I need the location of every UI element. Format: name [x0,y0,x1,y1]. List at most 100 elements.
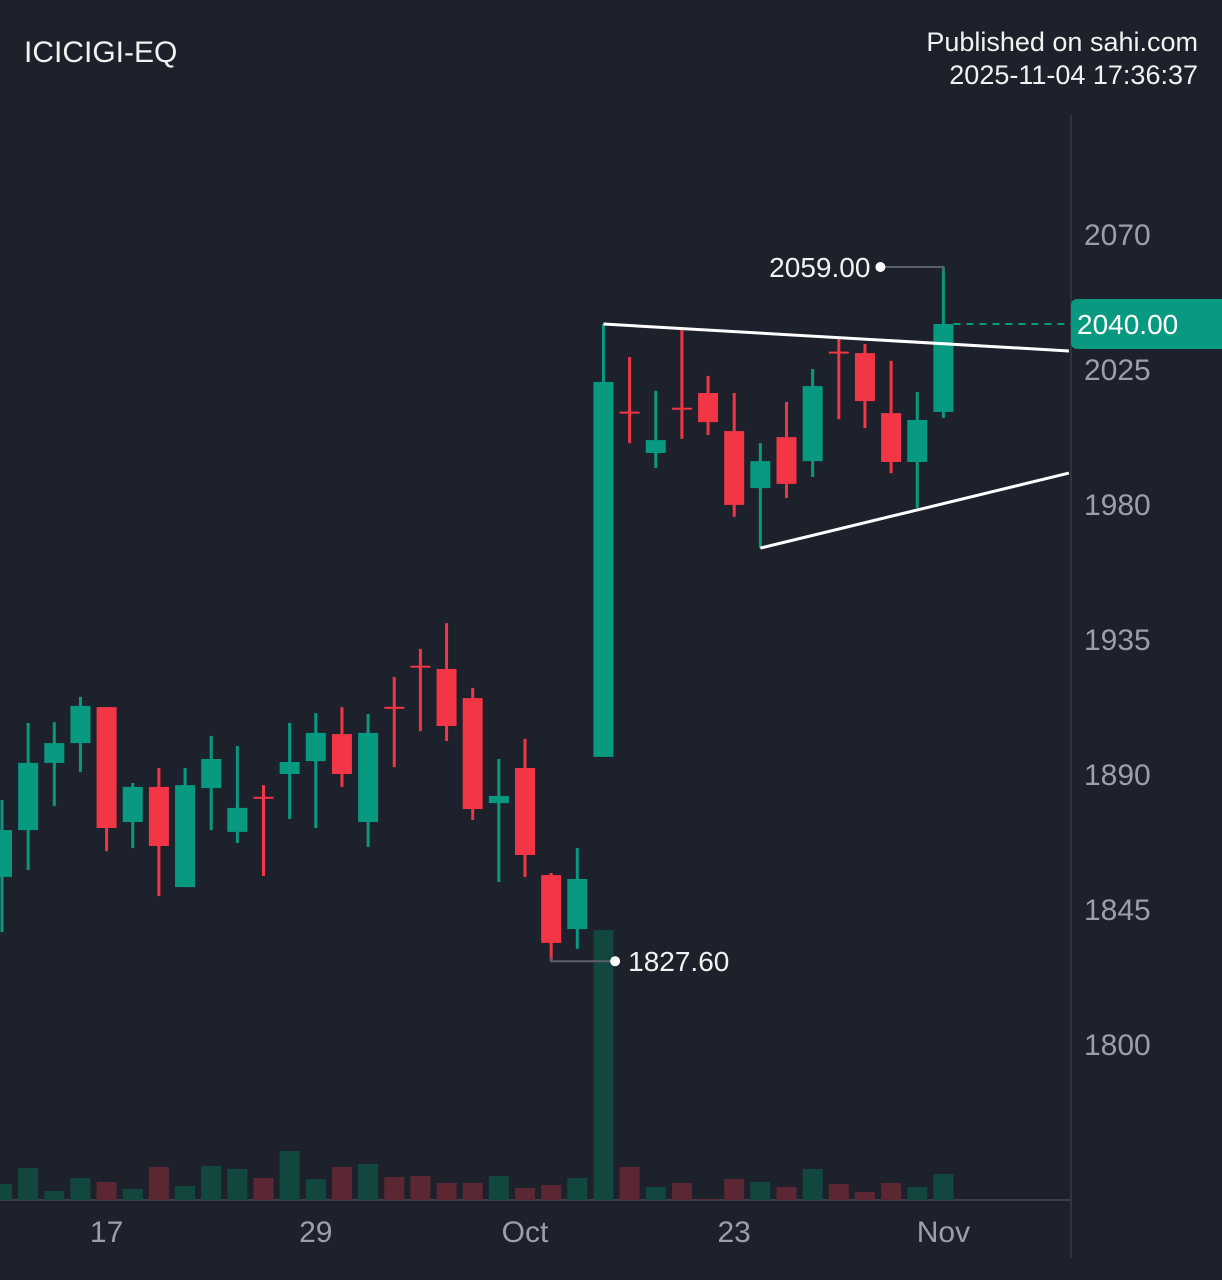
candle-body-down [881,413,902,462]
candle-body-up [802,386,823,462]
volume-bars [0,930,954,1200]
candle-body-up [0,830,12,877]
candle-body-down [698,393,719,423]
volume-bar [148,1167,169,1200]
candle-body-down [776,437,797,484]
candle-body-up [750,461,771,489]
candle-body-up [175,785,196,888]
volume-bar [227,1169,248,1200]
candle-body-up [122,786,143,822]
volume-bar [488,1176,509,1200]
volume-bar [175,1186,196,1200]
low-marker-dot [610,956,621,967]
volume-bar [253,1178,274,1200]
candle-body-down [410,665,431,668]
volume-bar [331,1167,352,1200]
candle-body-down [671,407,692,410]
volume-bar [645,1187,666,1200]
trendline [603,322,1070,353]
low-marker-line [550,957,616,963]
volume-bar [384,1177,405,1200]
volume-bar [933,1174,954,1200]
time-tick-label: Nov [917,1216,970,1249]
candle-body-down [515,768,535,855]
volume-bar [619,1167,640,1200]
volume-bar [776,1187,797,1200]
volume-bar [0,1184,12,1200]
volume-bar [279,1151,300,1200]
volume-bar [410,1176,431,1200]
candle-body-down [331,734,352,774]
volume-bar [828,1184,849,1200]
candle-body-up [358,732,379,822]
last-price-tag: 2040.00 [953,299,1222,349]
volume-bar [358,1164,379,1200]
candle-body-down [96,707,117,828]
price-tick-label: 2070 [1084,219,1151,252]
volume-bar [201,1166,222,1200]
candle-body-up [933,324,954,412]
volume-bar [462,1183,483,1200]
time-tick-label: 23 [718,1216,751,1249]
volume-bar [305,1179,326,1200]
volume-bar [854,1192,875,1200]
high-marker-line [880,266,945,273]
candle-body-down [148,786,169,846]
candle-body-up [593,381,614,757]
candle-body-down [828,351,849,354]
volume-bar [593,930,614,1200]
volume-bar [44,1191,65,1200]
volume-bar [96,1182,117,1200]
candle-body-down [462,698,483,810]
price-tick-label: 1935 [1084,624,1151,657]
last-price-label: 2040.00 [1077,309,1178,340]
price-axis: 2070 2025 1980 1935 1890 1845 1800 [1084,219,1151,1062]
volume-bar [881,1183,902,1200]
candle-body-up [907,420,928,462]
published-source: Published on sahi.com [926,27,1198,57]
time-tick-label: Oct [502,1216,549,1249]
low-label: 1827.60 [628,946,729,977]
last-price-box [1071,299,1222,349]
candle-body-up [201,759,222,789]
candle-body-up [279,762,300,774]
price-tick-label: 1800 [1084,1029,1151,1062]
candle-body-down [619,411,640,414]
candle-body-up [488,795,509,804]
candle-body-down [541,875,562,943]
candle-body-up [227,807,248,832]
volume-bar [724,1179,745,1200]
time-tick-label: 29 [299,1216,332,1249]
price-tick-label: 1980 [1084,489,1151,522]
candle-body-up [70,705,91,744]
time-tick-label: 17 [90,1216,123,1249]
high-marker-dot [875,262,886,272]
publish-info: Published on sahi.com 2025-11-04 17:36:3… [926,26,1198,92]
candle-body-up [567,879,588,930]
volume-bar [70,1178,91,1200]
volume-bar [515,1188,535,1200]
symbol-title: ICICIGI-EQ [24,36,178,69]
volume-bar [436,1183,457,1200]
volume-bar [567,1178,588,1200]
candle-body-down [724,431,745,505]
candle-body-down [384,706,405,709]
annotations: 2059.00 1827.60 [550,252,945,977]
time-axis: 17 29 Oct 23 Nov [90,1216,970,1249]
volume-bar [671,1183,692,1200]
published-timestamp: 2025-11-04 17:36:37 [949,60,1198,90]
candle-body-up [44,743,65,763]
volume-bar [802,1169,823,1200]
price-tick-label: 1890 [1084,759,1151,792]
volume-bar [122,1189,143,1200]
volume-bar [750,1182,771,1200]
price-tick-label: 1845 [1084,894,1151,927]
candle-body-up [305,732,326,762]
volume-bar [541,1185,562,1200]
trendlines [603,322,1070,550]
candle-body-down [436,669,457,726]
candles [0,267,954,962]
candle-body-down [854,353,875,402]
trendline [759,471,1070,550]
